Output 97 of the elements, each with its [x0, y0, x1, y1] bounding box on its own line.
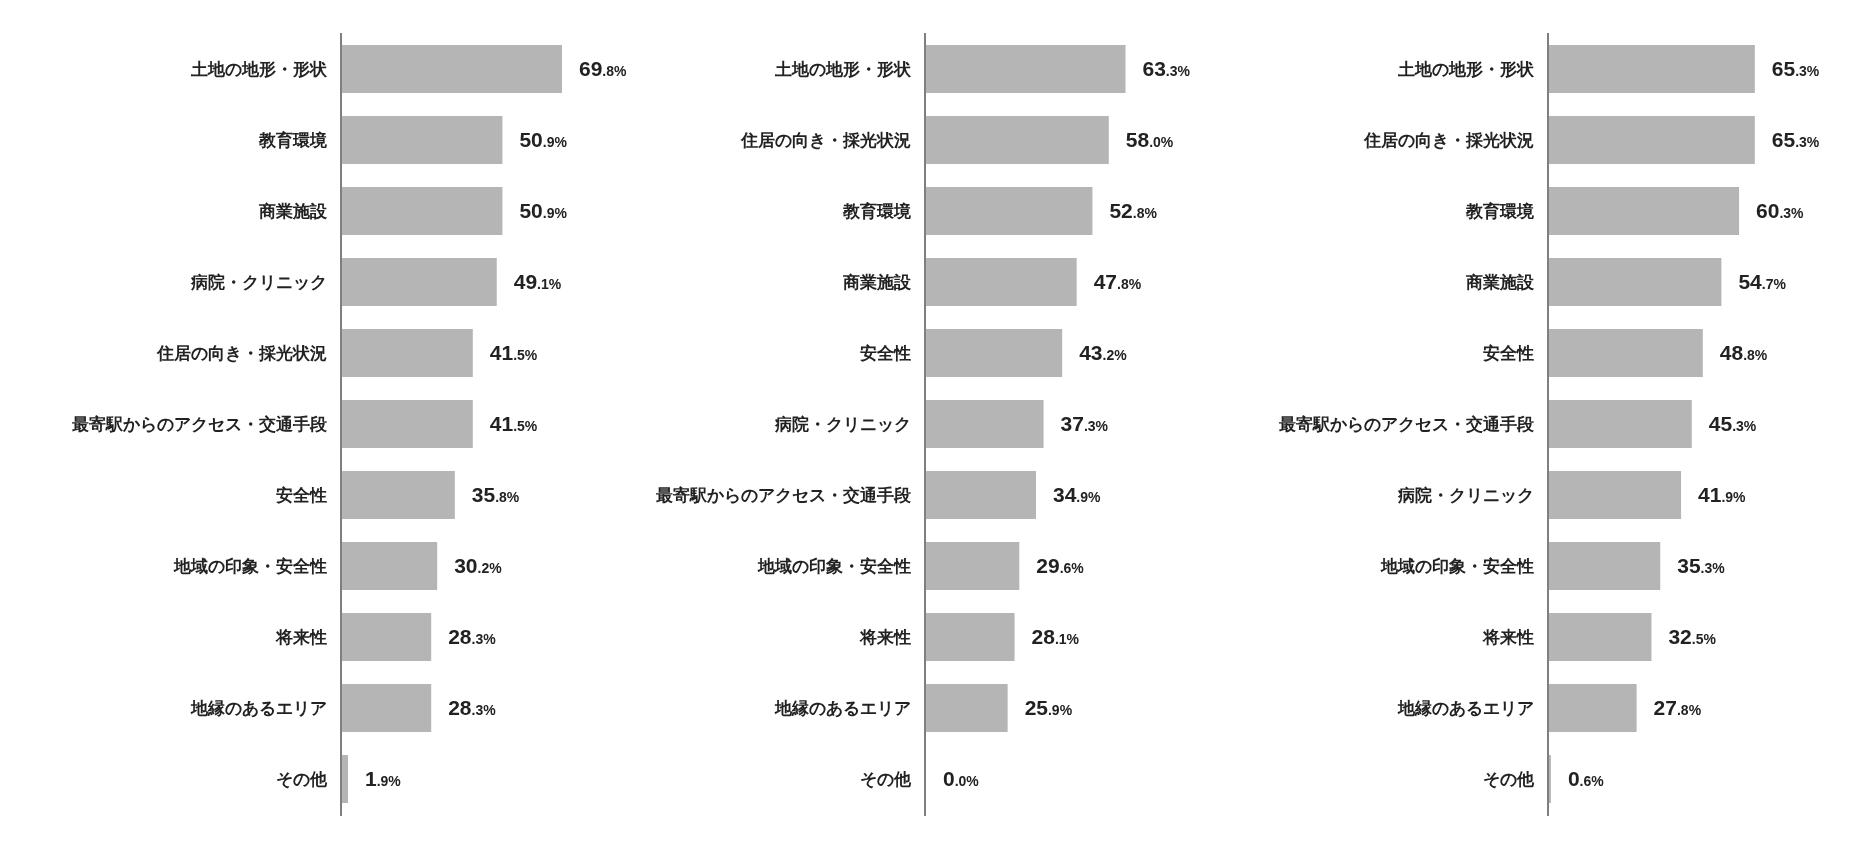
- y-tick-label: 将来性: [859, 627, 911, 647]
- bar: [1549, 329, 1703, 377]
- y-tick-label: 地域の印象・安全性: [757, 556, 911, 576]
- y-tick-label: 土地の地形・形状: [190, 59, 328, 79]
- y-tick-label: 商業施設: [842, 272, 912, 292]
- y-tick-label: 商業施設: [258, 201, 328, 221]
- y-tick-label: その他: [276, 769, 328, 789]
- bar: [342, 471, 455, 519]
- data-label: 50.9%: [519, 199, 568, 222]
- y-tick-label: 最寄駅からのアクセス・交通手段: [655, 485, 912, 505]
- data-label: 69.8%: [579, 57, 628, 80]
- data-label: 25.9%: [1024, 696, 1073, 719]
- bar: [342, 258, 497, 306]
- y-tick-label: その他: [1483, 769, 1535, 789]
- data-label: 58.0%: [1125, 128, 1174, 151]
- y-tick-label: 将来性: [275, 627, 327, 647]
- y-tick-label: 住居の向き・採光状況: [740, 130, 911, 150]
- data-label: 41.9%: [1698, 483, 1747, 506]
- bar: [1549, 613, 1652, 661]
- y-tick-label: 地縁のあるエリア: [1397, 698, 1534, 718]
- y-tick-label: 土地の地形・形状: [774, 59, 912, 79]
- data-label: 41.5%: [489, 412, 538, 435]
- bar: [342, 400, 473, 448]
- bar: [926, 684, 1008, 732]
- y-tick-label: 安全性: [860, 343, 911, 363]
- y-tick-label: 地縁のあるエリア: [190, 698, 327, 718]
- y-tick-label: 最寄駅からのアクセス・交通手段: [1278, 414, 1535, 434]
- bar: [1549, 258, 1722, 306]
- data-label: 35.8%: [471, 483, 520, 506]
- data-label: 54.7%: [1738, 270, 1787, 293]
- data-label: 37.3%: [1060, 412, 1109, 435]
- bar: [342, 755, 348, 803]
- bar: [342, 187, 503, 235]
- data-label: 30.2%: [454, 554, 503, 577]
- data-label: 41.5%: [489, 341, 538, 364]
- data-label: 28.3%: [448, 625, 497, 648]
- data-label: 34.9%: [1053, 483, 1102, 506]
- data-label: 28.1%: [1031, 625, 1080, 648]
- data-label: 0.0%: [943, 767, 980, 790]
- y-tick-label: 教育環境: [842, 201, 911, 221]
- y-tick-label: 地域の印象・安全性: [1380, 556, 1534, 576]
- y-tick-label: 教育環境: [1465, 201, 1534, 221]
- bar: [1549, 187, 1740, 235]
- bar: [342, 613, 432, 661]
- y-tick-label: 地域の印象・安全性: [173, 556, 327, 576]
- bar: [926, 471, 1036, 519]
- y-tick-label: 安全性: [1483, 343, 1534, 363]
- data-label: 49.1%: [513, 270, 562, 293]
- y-tick-label: 病院・クリニック: [774, 414, 911, 434]
- bar: [926, 542, 1020, 590]
- data-label: 28.3%: [448, 696, 497, 719]
- data-label: 63.3%: [1142, 57, 1191, 80]
- y-tick-label: 将来性: [1482, 627, 1534, 647]
- bar: [926, 329, 1063, 377]
- data-label: 52.8%: [1109, 199, 1158, 222]
- data-label: 48.8%: [1719, 341, 1768, 364]
- bar: [926, 187, 1093, 235]
- y-tick-label: 住居の向き・採光状況: [1363, 130, 1534, 150]
- data-label: 65.3%: [1771, 128, 1820, 151]
- y-tick-label: 教育環境: [258, 130, 327, 150]
- bar: [1549, 471, 1682, 519]
- bar: [926, 116, 1109, 164]
- bar: [342, 116, 503, 164]
- bar: [342, 329, 473, 377]
- bar: [926, 613, 1015, 661]
- y-tick-label: 住居の向き・採光状況: [156, 343, 327, 363]
- bar: [1549, 116, 1755, 164]
- data-label: 43.2%: [1079, 341, 1128, 364]
- data-label: 1.9%: [364, 767, 402, 790]
- data-label: 29.6%: [1036, 554, 1085, 577]
- data-label: 45.3%: [1708, 412, 1757, 435]
- y-tick-label: 安全性: [276, 485, 327, 505]
- y-tick-label: 地縁のあるエリア: [774, 698, 911, 718]
- bar: [1549, 542, 1661, 590]
- data-label: 32.5%: [1668, 625, 1717, 648]
- bar: [342, 45, 562, 93]
- bar: [926, 45, 1126, 93]
- data-label: 35.3%: [1677, 554, 1726, 577]
- y-tick-label: 土地の地形・形状: [1397, 59, 1535, 79]
- y-tick-label: 病院・クリニック: [1397, 485, 1534, 505]
- data-label: 60.3%: [1756, 199, 1805, 222]
- data-label: 50.9%: [519, 128, 568, 151]
- data-label: 65.3%: [1771, 57, 1820, 80]
- bar: [926, 258, 1077, 306]
- data-label: 27.8%: [1653, 696, 1702, 719]
- bar: [926, 400, 1044, 448]
- bar: [342, 542, 438, 590]
- data-label: 0.6%: [1567, 767, 1605, 790]
- y-tick-label: 商業施設: [1465, 272, 1535, 292]
- bar: [1549, 400, 1692, 448]
- bar: [1549, 45, 1755, 93]
- y-tick-label: 病院・クリニック: [190, 272, 327, 292]
- y-tick-label: 最寄駅からのアクセス・交通手段: [71, 414, 328, 434]
- data-label: 47.8%: [1093, 270, 1142, 293]
- bar: [342, 684, 432, 732]
- bar: [1549, 684, 1637, 732]
- y-tick-label: その他: [860, 769, 912, 789]
